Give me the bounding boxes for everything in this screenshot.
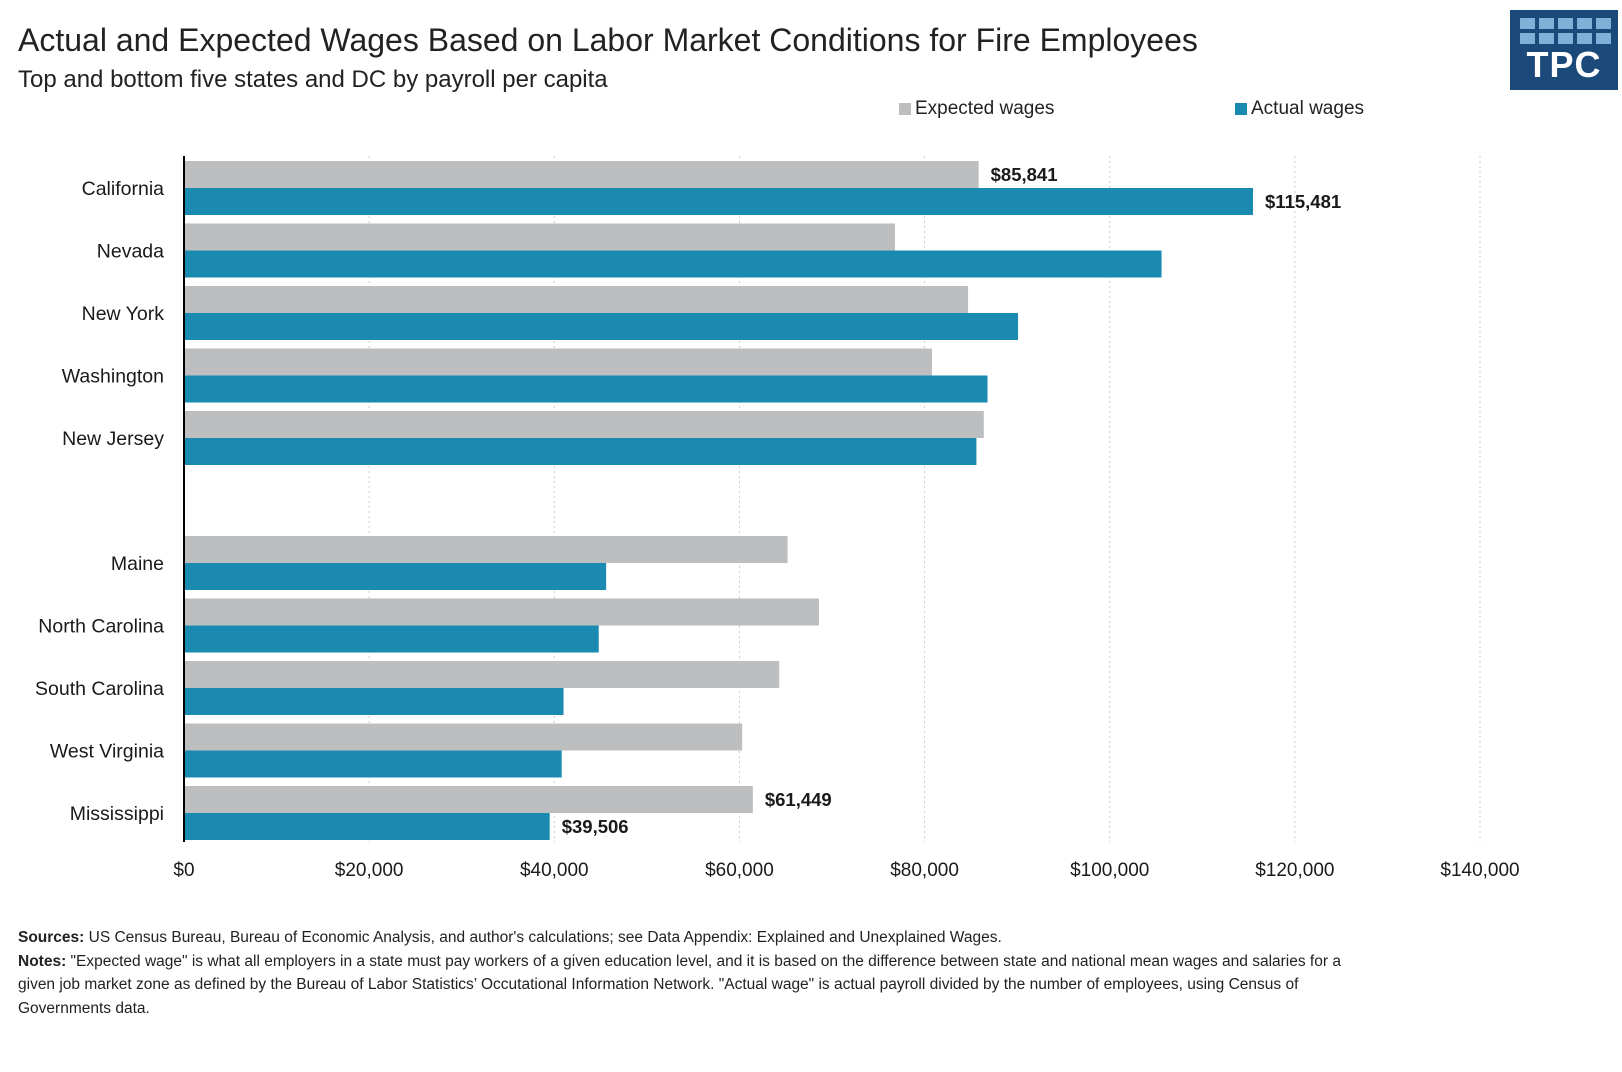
x-tick-label: $100,000 — [1070, 860, 1149, 881]
category-label: New Jersey — [62, 428, 164, 450]
bar-expected — [184, 348, 932, 376]
bar-expected — [184, 598, 820, 626]
bar-expected — [184, 286, 969, 313]
x-tick-label: $0 — [173, 860, 194, 881]
bar-expected — [184, 786, 753, 813]
tpc-logo: TPC — [1510, 10, 1618, 90]
category-label: North Carolina — [38, 616, 164, 638]
legend-swatch-expected — [899, 103, 911, 115]
category-label: West Virginia — [50, 741, 164, 763]
chart-footer: Sources: US Census Bureau, Bureau of Eco… — [18, 926, 1378, 1020]
legend-item-expected: Expected wages — [899, 98, 1054, 120]
category-label: New York — [82, 303, 165, 325]
notes-text: "Expected wage" is what all employers in… — [18, 952, 1341, 1017]
legend-label-actual: Actual wages — [1251, 98, 1365, 119]
chart-subtitle: Top and bottom five states and DC by pay… — [18, 66, 608, 93]
legend-item-actual: Actual wages — [1235, 98, 1364, 120]
data-label: $61,449 — [765, 789, 832, 810]
category-label: South Carolina — [35, 678, 164, 700]
bar-actual — [184, 313, 1019, 340]
bar-actual — [184, 563, 607, 590]
bar-expected — [184, 661, 780, 688]
bar-expected — [184, 223, 895, 251]
x-tick-label: $140,000 — [1440, 860, 1519, 881]
logo-text: TPC — [1526, 44, 1602, 85]
category-label: California — [82, 178, 165, 200]
data-label: $39,506 — [562, 816, 629, 837]
bar-actual — [184, 250, 1162, 278]
legend-label-expected: Expected wages — [915, 98, 1055, 119]
sources-note: Sources: US Census Bureau, Bureau of Eco… — [18, 926, 1378, 950]
x-tick-label: $20,000 — [335, 860, 404, 881]
bar-chart: California Nevada New York Washington New Je… — [35, 156, 1520, 881]
bar-actual — [184, 375, 988, 403]
sources-label: Sources: — [18, 929, 85, 946]
legend-swatch-actual — [1235, 103, 1247, 115]
bar-actual — [184, 688, 564, 715]
logo-grid-icon — [1520, 18, 1611, 44]
bar-expected — [184, 161, 979, 188]
category-label: Mississippi — [70, 803, 164, 825]
x-tick-label: $40,000 — [520, 860, 589, 881]
bar-actual — [184, 625, 599, 653]
bar-actual — [184, 813, 550, 840]
notes-label: Notes: — [18, 952, 67, 970]
bar-expected — [184, 723, 743, 751]
bar-expected — [184, 411, 984, 438]
bar-actual — [184, 188, 1254, 215]
x-tick-label: $120,000 — [1255, 860, 1334, 881]
category-label: Maine — [111, 553, 164, 575]
bar-expected — [184, 536, 788, 563]
category-label: Nevada — [97, 241, 164, 263]
data-label: $85,841 — [991, 164, 1058, 185]
x-tick-label: $60,000 — [705, 860, 774, 881]
data-label: $115,481 — [1265, 191, 1341, 212]
chart-title: Actual and Expected Wages Based on Labor… — [18, 22, 1198, 58]
notes-note: Notes: "Expected wage" is what all emplo… — [18, 950, 1378, 1021]
category-label: Washington — [62, 366, 164, 388]
bar-actual — [184, 438, 977, 465]
x-tick-label: $80,000 — [890, 860, 959, 881]
sources-text: US Census Bureau, Bureau of Economic Ana… — [84, 929, 1002, 946]
bar-actual — [184, 750, 562, 778]
